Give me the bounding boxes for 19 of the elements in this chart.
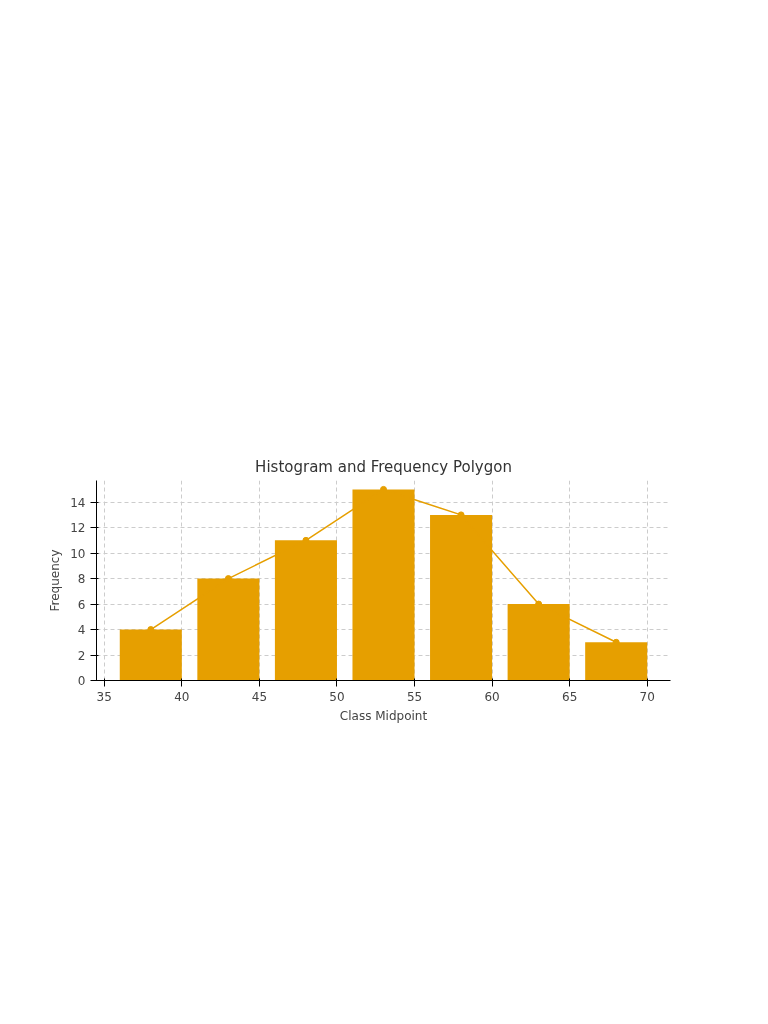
y-axis-title: Frequency [48, 549, 63, 612]
chart-title: Histogram and Frequency Polygon [255, 457, 512, 476]
x-tick-label: 35 [96, 689, 112, 704]
y-tick-label: 2 [77, 648, 86, 663]
x-tick-label: 40 [174, 689, 190, 704]
y-tick-label: 8 [77, 572, 86, 587]
x-tick-label: 70 [639, 689, 655, 704]
y-tick-label: 10 [70, 546, 86, 561]
y-tick-label: 4 [77, 623, 86, 638]
y-tick-label: 12 [70, 521, 86, 536]
x-axis-title: Class Midpoint [339, 708, 428, 723]
y-tick-label: 6 [77, 597, 86, 612]
y-tick-label: 14 [70, 495, 86, 510]
x-tick-label: 45 [251, 689, 268, 704]
y-tick-label: 0 [77, 674, 86, 688]
x-tick-label: 65 [562, 689, 578, 704]
x-tick-label: 55 [406, 689, 423, 704]
x-tick-label: 60 [484, 689, 500, 704]
x-tick-label: 50 [329, 689, 345, 704]
